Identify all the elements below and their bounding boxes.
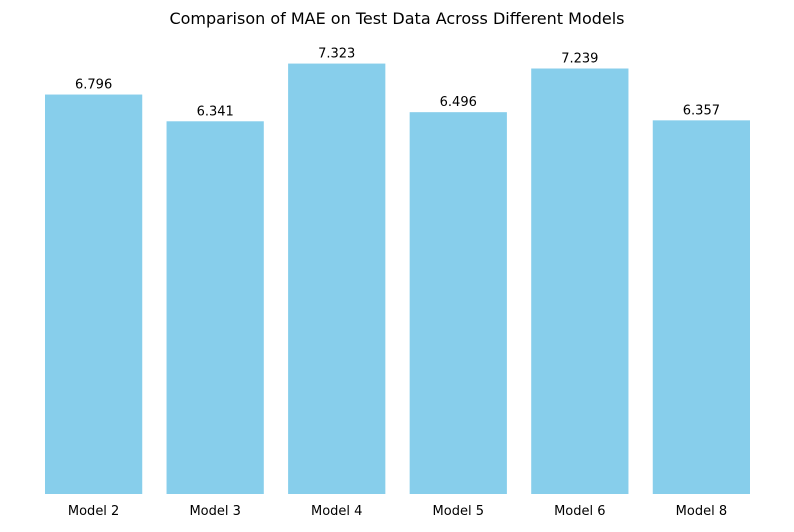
x-tick-label: Model 2 xyxy=(68,504,119,519)
x-tick-label: Model 5 xyxy=(433,504,484,519)
value-label: 6.496 xyxy=(440,95,477,110)
x-axis-ticks: Model 2 Model 3 Model 4 Model 5 Model 6 Model… xyxy=(68,504,727,519)
value-label: 7.323 xyxy=(318,47,355,62)
chart-title: Comparison of MAE on Test Data Across Di… xyxy=(169,9,624,28)
value-labels-layer: 6.796 6.341 7.323 6.496 7.239 6.357 xyxy=(75,47,720,120)
bar-model-6 xyxy=(531,68,629,494)
value-label: 6.796 xyxy=(75,78,112,93)
value-label: 7.239 xyxy=(561,52,598,67)
x-tick-label: Model 3 xyxy=(189,504,240,519)
value-label: 6.341 xyxy=(197,104,234,119)
bar-model-2 xyxy=(45,94,143,494)
x-tick-label: Model 8 xyxy=(676,504,727,519)
x-tick-label: Model 6 xyxy=(554,504,605,519)
bar-model-4 xyxy=(288,63,386,495)
bar-model-3 xyxy=(166,121,264,495)
bar-model-8 xyxy=(652,120,750,494)
x-tick-label: Model 4 xyxy=(311,504,362,519)
bar-model-5 xyxy=(409,112,507,495)
bars-layer xyxy=(45,63,750,495)
value-label: 6.357 xyxy=(683,103,720,118)
